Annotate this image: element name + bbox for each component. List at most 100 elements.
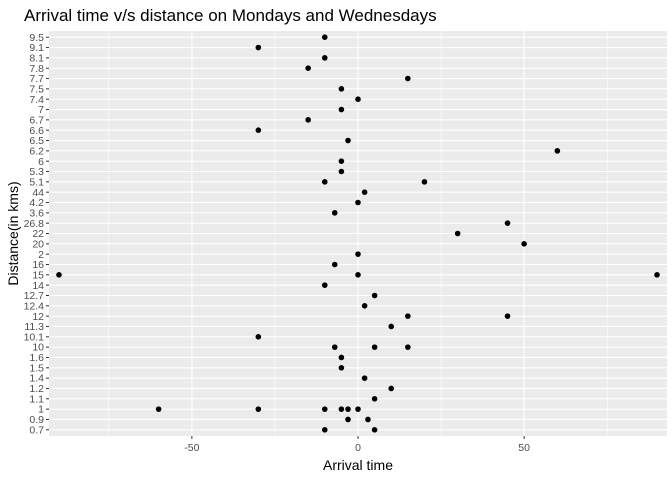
y-tick-label: 1.5 (29, 362, 44, 374)
data-point (338, 158, 345, 164)
y-tick-label: 7.8 (29, 63, 44, 75)
data-point (255, 406, 262, 412)
y-tick-label: 16 (32, 259, 44, 271)
y-tick-label: 7.5 (29, 83, 44, 95)
y-tick-label: 7.4 (29, 94, 44, 106)
data-point (421, 179, 428, 185)
data-point (338, 406, 345, 412)
y-tick-label: 4.2 (29, 197, 44, 209)
y-tick-label: 9.1 (29, 42, 44, 54)
y-tick-label: 6.2 (29, 145, 44, 157)
y-tick-label: 12.4 (24, 300, 45, 312)
data-point (371, 396, 378, 402)
y-tick-label: 26.8 (24, 218, 45, 230)
y-tick-label: 7 (38, 104, 44, 116)
y-tick-label: 5.1 (29, 176, 44, 188)
y-tick-label: 3.6 (29, 207, 44, 219)
data-point (454, 230, 461, 237)
y-tick-label: 12 (32, 311, 44, 323)
data-point (355, 406, 361, 412)
x-axis-title: Arrival time (323, 457, 393, 473)
data-point (338, 168, 345, 175)
y-axis-title: Distance(in kms) (5, 181, 21, 285)
data-point (355, 96, 361, 102)
data-point (255, 44, 262, 51)
data-point (388, 385, 395, 392)
data-point (361, 375, 368, 381)
data-point (405, 344, 411, 350)
data-point (388, 323, 395, 330)
data-point (321, 55, 328, 61)
data-point (654, 272, 660, 278)
data-point (255, 127, 262, 133)
y-tick-label: 0.7 (29, 424, 44, 436)
y-tick-label: 1.6 (29, 352, 44, 364)
data-point (355, 199, 361, 206)
x-tick-label: 0 (355, 442, 361, 454)
y-tick-label: 6 (38, 156, 44, 168)
data-point (504, 220, 511, 226)
data-point (405, 75, 411, 82)
y-tick-label: 1.1 (29, 393, 44, 405)
y-tick-label: 0.9 (29, 414, 44, 426)
y-tick-label: 15 (32, 269, 44, 281)
data-point (338, 365, 345, 371)
data-point (345, 137, 351, 144)
data-point (338, 354, 345, 361)
y-tick-label: 7.7 (29, 73, 44, 85)
x-tick-label: 50 (518, 442, 530, 454)
data-point (521, 241, 527, 247)
y-tick-label: 6.6 (29, 125, 44, 137)
x-tick-label: -50 (184, 442, 199, 454)
data-point (331, 261, 338, 268)
y-tick-label: 22 (32, 228, 44, 240)
data-point (338, 86, 345, 92)
y-tick-label: 44 (32, 187, 44, 199)
data-point (371, 344, 378, 350)
y-tick-label: 5.3 (29, 166, 44, 178)
y-tick-label: 10 (32, 342, 44, 354)
y-axis: 0.70.911.11.21.41.51.61010.111.31212.412… (24, 32, 49, 436)
data-point (365, 416, 371, 423)
y-tick-label: 6.7 (29, 114, 44, 126)
y-tick-label: 9.5 (29, 32, 44, 44)
data-point (554, 148, 561, 154)
data-point (371, 292, 378, 299)
y-tick-label: 20 (32, 238, 44, 250)
data-point (361, 189, 368, 195)
data-point (321, 34, 328, 40)
y-tick-label: 2 (38, 249, 44, 261)
y-tick-label: 11.3 (24, 321, 44, 333)
data-point (321, 427, 328, 433)
data-point (345, 406, 351, 412)
y-tick-label: 1.4 (29, 373, 44, 385)
data-point (504, 313, 511, 319)
data-point (345, 416, 351, 423)
data-point (361, 303, 368, 309)
data-point (305, 65, 311, 71)
data-points (56, 34, 660, 433)
data-point (355, 251, 361, 257)
data-point (155, 406, 162, 412)
y-tick-label: 1.2 (29, 383, 44, 395)
data-point (321, 406, 328, 412)
data-point (321, 179, 328, 185)
y-tick-label: 1 (38, 404, 44, 416)
data-point (331, 210, 338, 216)
y-tick-label: 10.1 (24, 331, 45, 343)
data-point (338, 106, 345, 113)
y-tick-label: 8.1 (29, 52, 44, 64)
x-axis: -50 0 50 (184, 436, 530, 454)
y-tick-label: 12.7 (24, 290, 45, 302)
data-point (371, 427, 378, 433)
data-point (331, 344, 338, 350)
y-tick-label: 6.5 (29, 135, 44, 147)
data-point (305, 117, 311, 123)
y-tick-label: 14 (32, 280, 44, 292)
data-point (321, 282, 328, 288)
chart-title: Arrival time v/s distance on Mondays and… (24, 6, 437, 25)
data-point (255, 334, 262, 340)
data-point (355, 272, 361, 278)
